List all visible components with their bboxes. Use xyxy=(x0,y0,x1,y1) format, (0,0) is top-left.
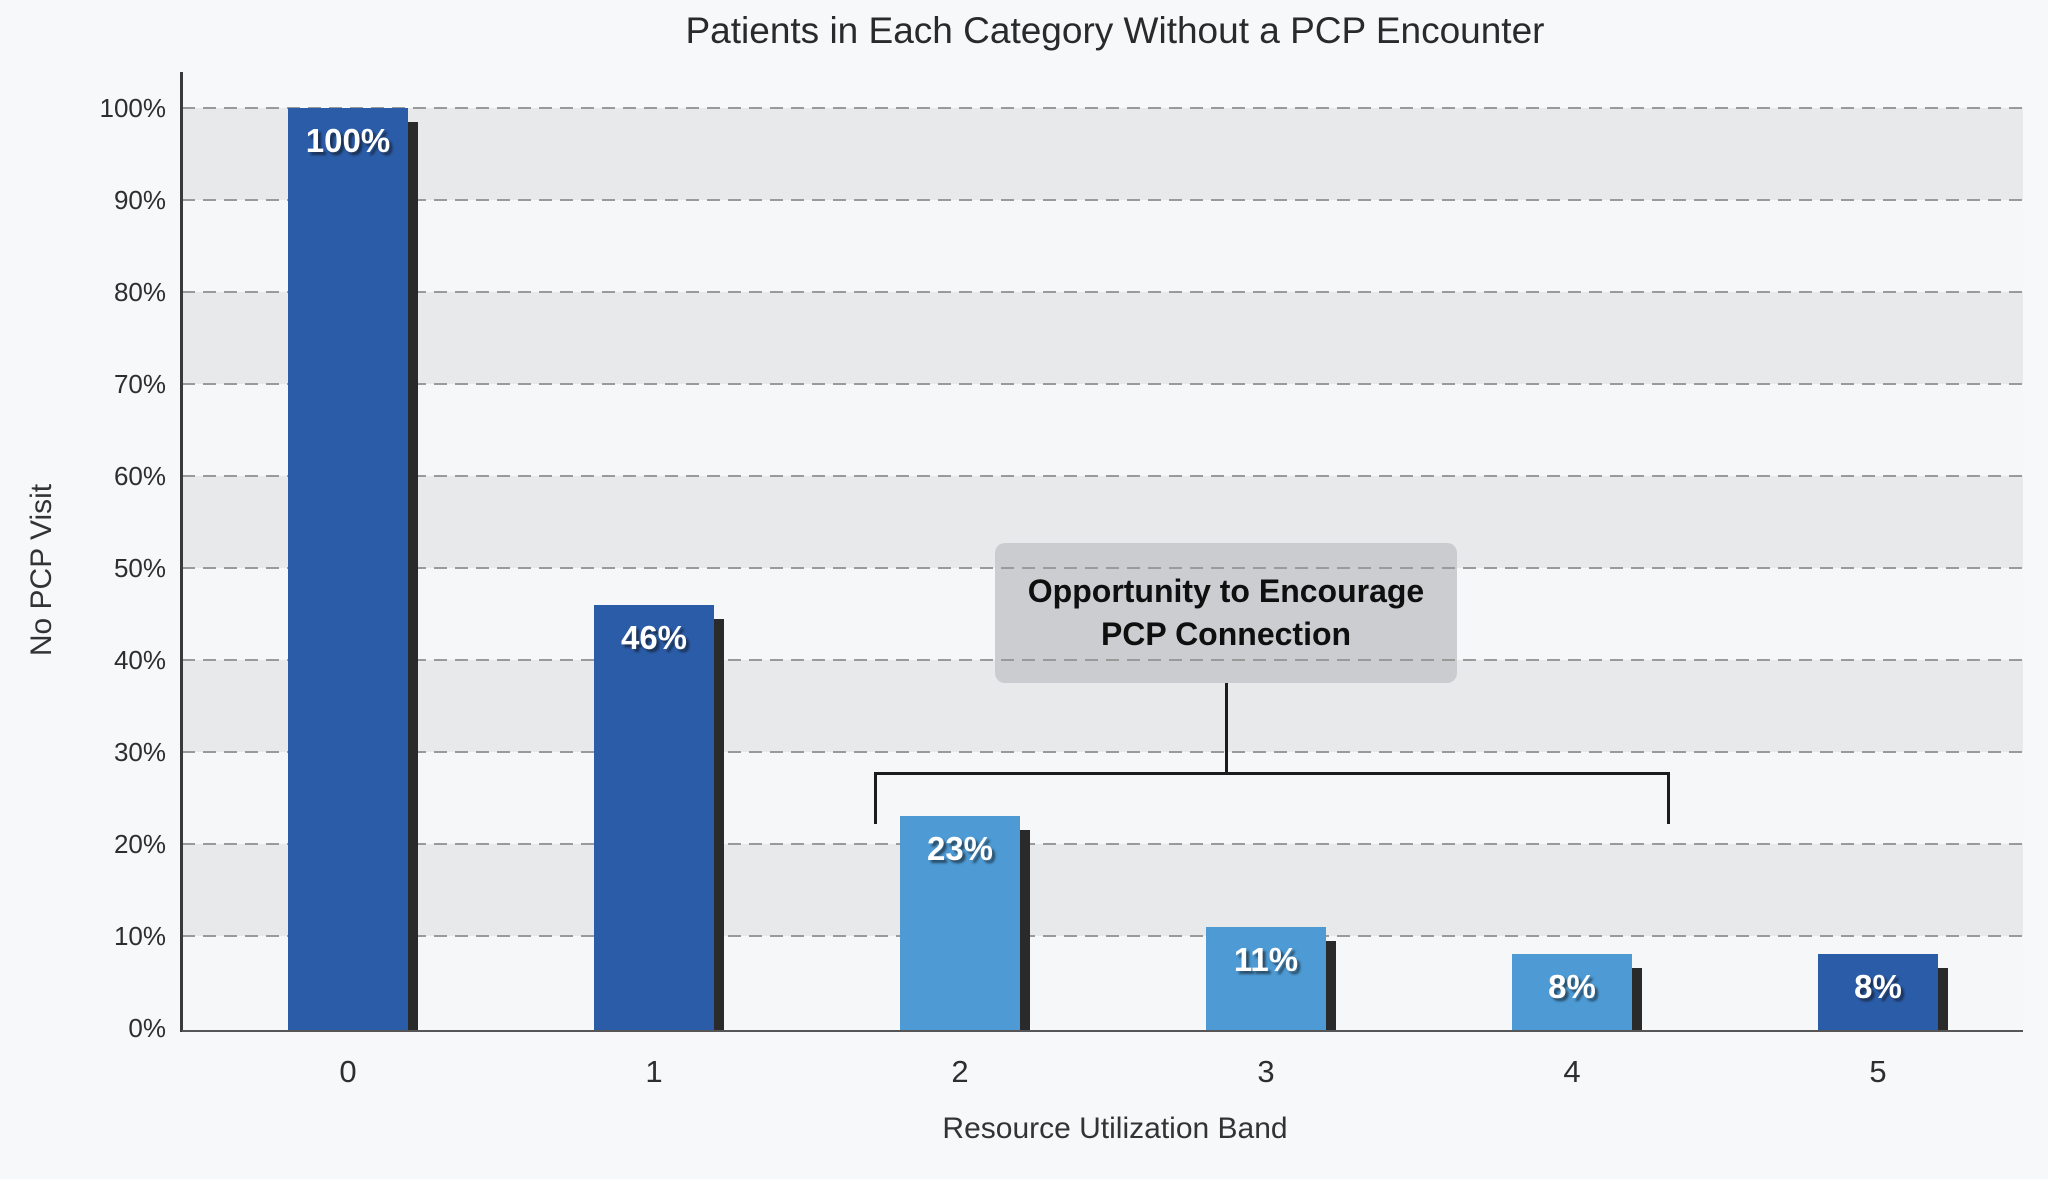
plot-band xyxy=(182,200,2023,292)
gridline xyxy=(182,659,2023,661)
bar-category-0 xyxy=(288,108,408,1030)
bar-category-4 xyxy=(1512,954,1632,1030)
gridline xyxy=(182,199,2023,201)
plot-band xyxy=(182,292,2023,384)
bar-value-label: 8% xyxy=(1548,968,1596,1006)
bracket-line xyxy=(874,772,1670,775)
y-tick-label: 60% xyxy=(113,461,166,491)
gridline xyxy=(182,475,2023,477)
plot-band xyxy=(182,844,2023,936)
chart-title: Patients in Each Category Without a PCP … xyxy=(685,10,1545,51)
annotation-line-1: Opportunity to Encourage xyxy=(1027,573,1425,609)
plot-band xyxy=(182,384,2023,476)
x-tick-label: 0 xyxy=(339,1054,357,1089)
bracket-left-tick xyxy=(874,772,877,824)
y-tick-label: 0% xyxy=(128,1013,166,1043)
x-axis-title: Resource Utilization Band xyxy=(942,1112,1288,1145)
bar-category-1 xyxy=(594,604,714,1030)
plot-band xyxy=(182,936,2023,1028)
annotation-connector-line xyxy=(1225,683,1228,774)
gridline xyxy=(182,291,2023,293)
bar-value-label: 100% xyxy=(305,122,391,159)
x-tick-label: 4 xyxy=(1563,1054,1581,1089)
bar-value-label: 46% xyxy=(620,618,688,656)
y-tick-label: 10% xyxy=(113,921,166,951)
bar-category-2 xyxy=(900,816,1020,1030)
annotation-label: Opportunity to Encourage PCP Connection xyxy=(995,543,1457,683)
x-tick-label: 2 xyxy=(951,1054,969,1089)
y-axis-title: No PCP Visit xyxy=(25,483,58,657)
bar-value-label: 11% xyxy=(1233,940,1299,978)
bar-category-5 xyxy=(1818,954,1938,1030)
x-tick-label: 5 xyxy=(1869,1054,1887,1089)
annotation-line-2: PCP Connection xyxy=(1100,616,1352,652)
y-tick-label: 20% xyxy=(113,829,166,859)
x-tick-label: 1 xyxy=(645,1054,663,1089)
bar-value-label: 8% xyxy=(1854,968,1902,1006)
y-tick-label: 70% xyxy=(113,369,166,399)
gridline xyxy=(182,383,2023,385)
y-tick-label: 50% xyxy=(113,553,166,583)
bar-category-3 xyxy=(1206,926,1326,1030)
plot-band xyxy=(182,752,2023,844)
gridline xyxy=(182,567,2023,569)
y-tick-label: 80% xyxy=(113,277,166,307)
gridline xyxy=(182,107,2023,109)
y-axis-line xyxy=(180,72,183,1032)
y-tick-label: 100% xyxy=(99,93,167,123)
y-tick-label: 40% xyxy=(113,645,166,675)
x-axis-line xyxy=(182,1030,2023,1032)
y-tick-label: 90% xyxy=(113,185,166,215)
bracket-right-tick xyxy=(1667,772,1670,824)
bar-value-label: 23% xyxy=(926,830,994,868)
plot-band xyxy=(182,108,2023,200)
gridline xyxy=(182,935,2023,937)
gridline xyxy=(182,751,2023,753)
x-tick-label: 3 xyxy=(1257,1054,1275,1089)
gridline xyxy=(182,843,2023,845)
y-tick-label: 30% xyxy=(113,737,166,767)
